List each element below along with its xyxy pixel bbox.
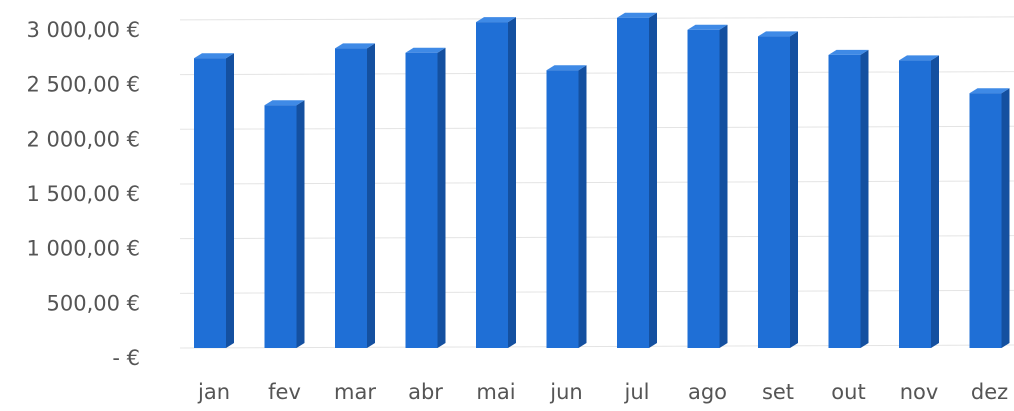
bar: [546, 70, 579, 348]
grid-line: [179, 16, 1014, 21]
grid-line: [179, 125, 1014, 130]
y-tick-label: - €: [112, 346, 140, 370]
bar: [264, 105, 297, 348]
x-tick-label: mar: [334, 380, 376, 404]
y-tick-label: 1 500,00 €: [26, 182, 140, 206]
bar: [828, 54, 861, 349]
bar: [194, 58, 226, 348]
x-tick-label: abr: [408, 380, 443, 404]
bar-side: [1001, 88, 1010, 349]
bar-side: [790, 31, 798, 348]
y-tick-label: 1 000,00 €: [26, 237, 140, 261]
bar-top: [546, 65, 587, 71]
bar-top: [405, 47, 446, 53]
bar-top: [758, 31, 798, 37]
x-tick-label: out: [831, 380, 865, 404]
bar-top: [617, 12, 657, 18]
grid-line: [179, 344, 1014, 349]
bar-side: [508, 17, 516, 348]
y-tick-label: 3 000,00 €: [26, 18, 140, 42]
bar-side: [649, 12, 657, 349]
grid-line: [179, 289, 1014, 294]
x-tick-label: mai: [476, 380, 515, 404]
x-tick-label: dez: [971, 380, 1008, 404]
y-tick-label: 2 000,00 €: [26, 127, 140, 151]
x-tick-label: jun: [549, 380, 582, 404]
bar-top: [264, 100, 305, 106]
bar-side: [719, 24, 728, 349]
bar-top: [687, 24, 728, 30]
bar-side: [578, 65, 587, 348]
x-tick-label: nov: [900, 380, 939, 404]
grid-line: [179, 180, 1014, 185]
y-tick-label: 500,00 €: [46, 291, 140, 315]
bar: [476, 22, 508, 348]
bar-top: [828, 49, 869, 55]
bar-side: [437, 47, 446, 348]
bar-side: [860, 49, 869, 349]
x-tick-label: ago: [688, 380, 727, 404]
bar-side: [296, 100, 305, 348]
bar: [687, 29, 720, 349]
bar: [617, 17, 649, 349]
x-tick-label: jan: [197, 380, 230, 404]
y-tick-label: 2 500,00 €: [26, 73, 140, 97]
bar: [405, 52, 438, 348]
bar: [758, 36, 790, 348]
bar-top: [476, 17, 516, 23]
x-tick-label: jul: [624, 380, 650, 404]
x-tick-label: set: [762, 380, 794, 404]
bar-top: [899, 55, 939, 61]
bar-side: [931, 55, 939, 348]
bar-top: [194, 53, 234, 59]
bar: [335, 48, 367, 349]
bar-side: [226, 53, 234, 348]
grid-line: [179, 235, 1014, 240]
x-tick-label: fev: [268, 380, 301, 404]
bar: [969, 93, 1002, 349]
grid-line: [179, 71, 1014, 76]
bar-side: [367, 43, 375, 349]
bar: [899, 60, 931, 348]
bar-top: [969, 88, 1010, 94]
bar-top: [335, 43, 375, 49]
